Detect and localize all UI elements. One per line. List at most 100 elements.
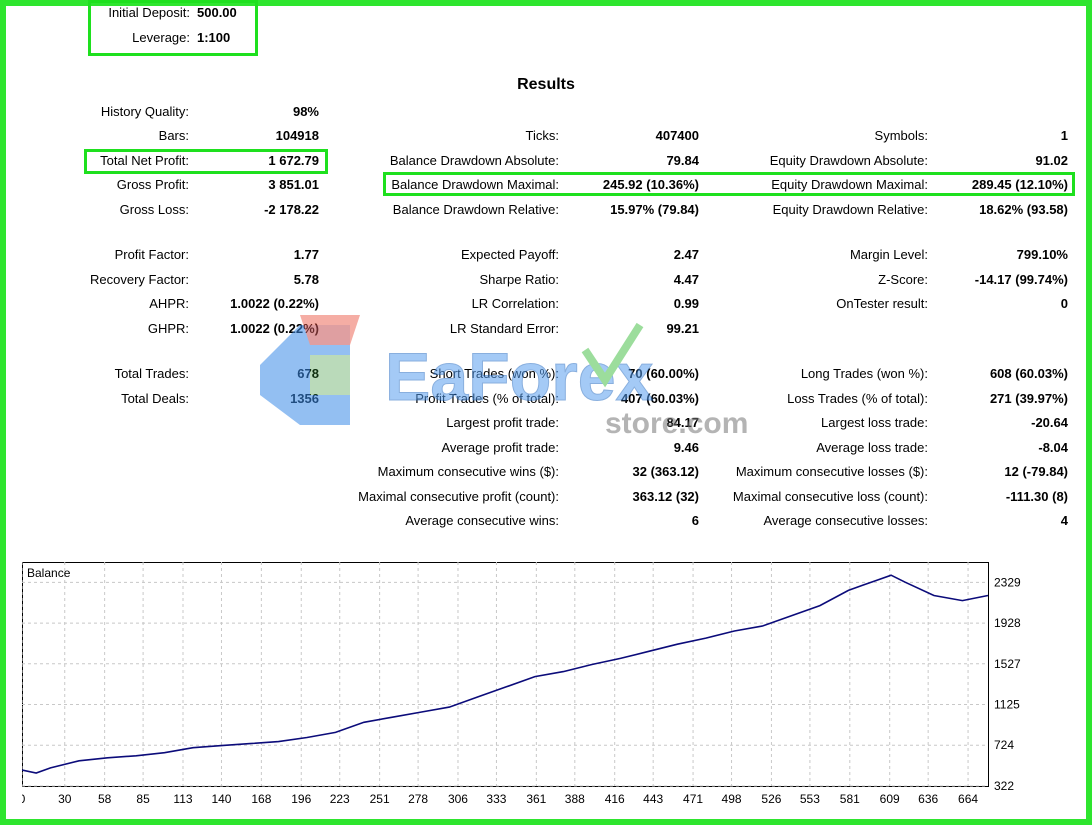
x-tick-label: 168: [251, 792, 271, 806]
x-tick-label: 443: [643, 792, 663, 806]
col2-label: Average consecutive wins:: [405, 513, 559, 528]
x-tick-label: 251: [370, 792, 390, 806]
col2-value: 407 (60.03%): [620, 391, 699, 406]
col2-value: 79.84: [666, 153, 699, 168]
col2-label: LR Standard Error:: [449, 321, 559, 336]
y-tick-label: 322: [994, 779, 1014, 793]
col2-value: 0.99: [673, 296, 699, 311]
col1-value: -2 178.22: [264, 202, 319, 217]
col1-label: GHPR:: [147, 321, 189, 336]
col1-value: 5.78: [293, 272, 319, 287]
col1-label: Total Trades:: [114, 366, 189, 381]
y-tick-label: 2329: [994, 575, 1021, 589]
col1-value: 1.0022 (0.22%): [230, 296, 319, 311]
y-tick-label: 724: [994, 738, 1014, 752]
x-tick-label: 278: [408, 792, 428, 806]
col3-value: 91.02: [1035, 153, 1068, 168]
col2-value: 84.17: [666, 415, 699, 430]
x-tick-label: 58: [98, 792, 112, 806]
x-tick-label: 361: [526, 792, 546, 806]
x-tick-label: 498: [722, 792, 742, 806]
col2-value: 9.46: [673, 440, 699, 455]
results-title: Results: [517, 76, 575, 93]
col3-value: 18.62% (93.58): [979, 202, 1068, 217]
col1-value: 104918: [275, 128, 319, 143]
col2-value: 32 (363.12): [632, 464, 700, 479]
col3-label: Long Trades (won %):: [800, 366, 928, 381]
col3-label: Z-Score:: [878, 272, 928, 287]
x-tick-label: 416: [605, 792, 625, 806]
col1-value: 3 851.01: [268, 177, 319, 192]
col1-value: 98%: [292, 104, 319, 119]
col2-value: 2.47: [673, 247, 699, 262]
col2-label: Largest profit trade:: [446, 415, 559, 430]
col3-label: Equity Drawdown Absolute:: [769, 153, 928, 168]
leverage-value: 1:100: [197, 30, 231, 45]
x-tick-label: 664: [958, 792, 978, 806]
col1-value: 1.77: [293, 247, 319, 262]
x-tick-label: 388: [565, 792, 585, 806]
x-tick-label: 526: [761, 792, 781, 806]
balance-series-line: [21, 574, 989, 774]
initial-deposit-label: Initial Deposit:: [108, 5, 190, 20]
col3-label: Equity Drawdown Relative:: [772, 202, 928, 217]
col3-value: -14.17 (99.74%): [974, 272, 1068, 287]
x-tick-label: 609: [880, 792, 900, 806]
col3-label: Symbols:: [874, 128, 928, 143]
x-tick-label: 333: [486, 792, 506, 806]
x-tick-label: 553: [800, 792, 820, 806]
col3-label: Maximum consecutive losses ($):: [735, 464, 928, 479]
col2-label: Average profit trade:: [441, 440, 559, 455]
col1-label: History Quality:: [100, 104, 189, 119]
col1-value: 1 672.79: [268, 153, 319, 168]
x-tick-label: 0: [22, 792, 26, 806]
col2-value: 407400: [655, 128, 699, 143]
net-profit-highlight: [84, 149, 328, 174]
col3-value: 0: [1060, 296, 1068, 311]
x-tick-label: 113: [173, 792, 192, 806]
chart-title: Balance: [27, 566, 71, 580]
col2-label: Maximal consecutive profit (count):: [358, 489, 559, 504]
col3-label: OnTester result:: [836, 296, 928, 311]
col2-label: Profit Trades (% of total):: [415, 391, 559, 406]
col1-value: 1356: [290, 391, 319, 406]
balance-chart-svg: 0 30 58 85 113 140 168 196 223 251 278 306 333 361 388…: [19, 562, 1021, 806]
col3-value: -8.04: [1038, 440, 1068, 455]
col1-label: Gross Profit:: [116, 177, 189, 192]
col3-value: 289.45 (12.10%): [971, 177, 1068, 192]
col2-label: Balance Drawdown Absolute:: [389, 153, 559, 168]
col3-label: Average loss trade:: [816, 440, 928, 455]
x-tick-label: 223: [330, 792, 350, 806]
col2-value: 70 (60.00%): [628, 366, 699, 381]
col1-label: Profit Factor:: [114, 247, 189, 262]
col1-label: Recovery Factor:: [90, 272, 189, 287]
initial-deposit-value: 500.00: [197, 5, 237, 20]
y-tick-label: 1125: [994, 698, 1020, 712]
col2-label: Short Trades (won %):: [429, 366, 559, 381]
col1-label: Total Deals:: [121, 391, 189, 406]
col2-value: 245.92 (10.36%): [602, 177, 699, 192]
x-tick-label: 306: [448, 792, 468, 806]
col2-label: Ticks:: [525, 128, 559, 143]
col3-value: 4: [1060, 513, 1068, 528]
col2-label: Maximum consecutive wins ($):: [377, 464, 559, 479]
col1-label: Total Net Profit:: [100, 153, 189, 168]
col3-value: 12 (-79.84): [1004, 464, 1068, 479]
col2-value: 15.97% (79.84): [610, 202, 699, 217]
col1-label: Gross Loss:: [119, 202, 189, 217]
col3-value: 271 (39.97%): [989, 391, 1068, 406]
col1-label: Bars:: [158, 128, 189, 143]
col2-label: Balance Drawdown Relative:: [392, 202, 559, 217]
col2-value: 99.21: [666, 321, 699, 336]
settings-highlight: [88, 0, 258, 56]
col1-label: AHPR:: [149, 296, 189, 311]
col3-value: 608 (60.03%): [989, 366, 1068, 381]
col3-value: -20.64: [1031, 415, 1068, 430]
x-tick-label: 581: [840, 792, 860, 806]
x-tick-label: 30: [58, 792, 72, 806]
col2-value: 363.12 (32): [632, 489, 700, 504]
col3-label: Equity Drawdown Maximal:: [771, 177, 928, 192]
balance-chart: 0 30 58 85 113 140 168 196 223 251 278 306 333 361 388…: [19, 562, 1072, 807]
y-tick-label: 1928: [994, 616, 1021, 630]
col3-label: Largest loss trade:: [821, 415, 928, 430]
